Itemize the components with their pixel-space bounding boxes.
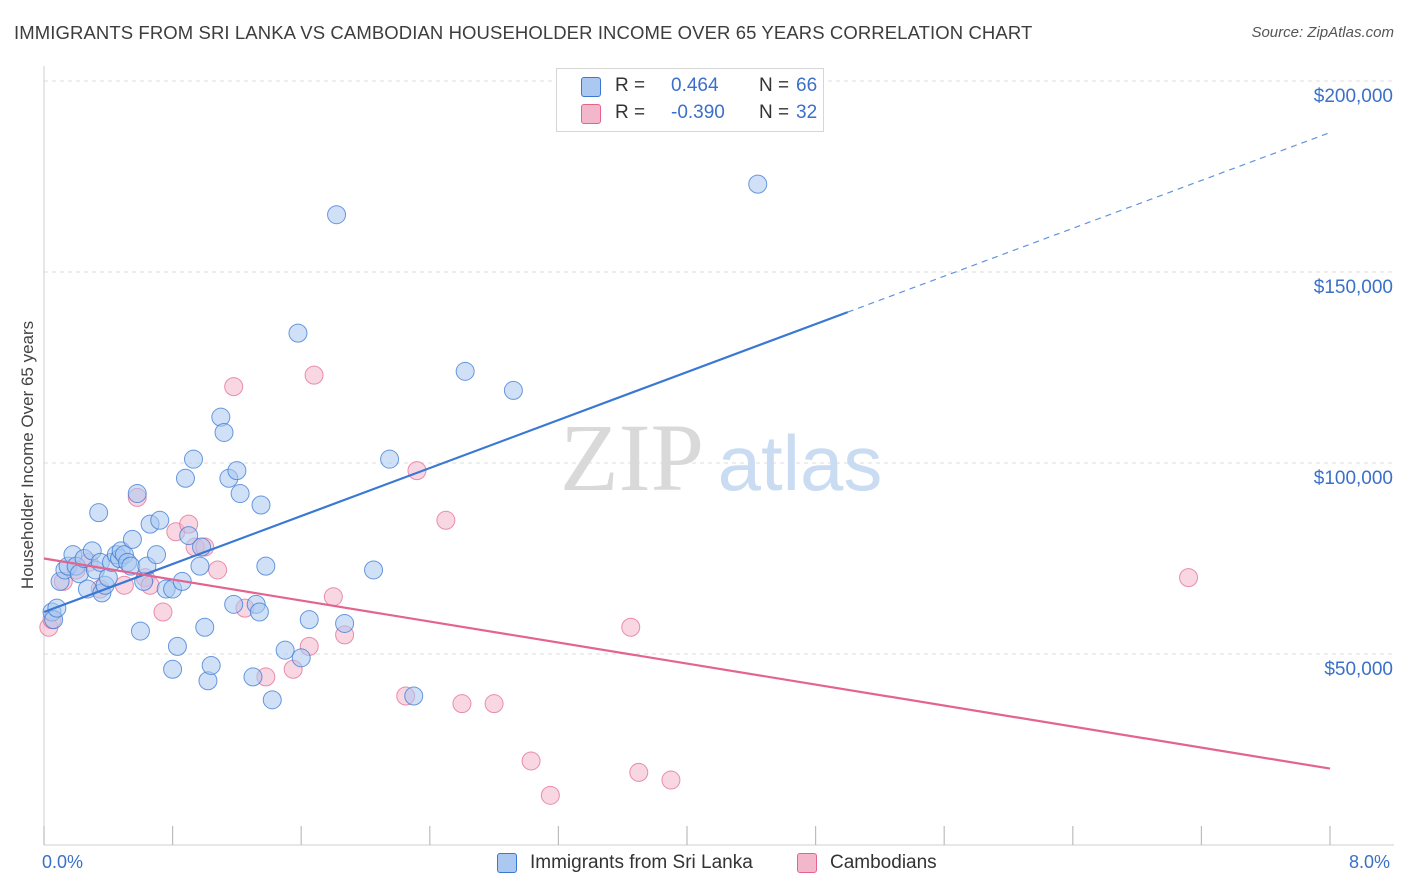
sri-lanka-point <box>380 449 400 469</box>
x-tick-label: 0.0% <box>42 852 84 872</box>
sri-lanka-point <box>227 461 247 481</box>
legend-r-value: -0.390 <box>671 102 725 123</box>
cambodians-point <box>224 377 244 397</box>
sri-lanka-point <box>150 510 170 530</box>
sri-lanka-point <box>299 610 319 630</box>
sri-lanka-point <box>275 640 295 660</box>
sri-lanka-point <box>190 556 210 576</box>
sri-lanka-point <box>748 174 768 194</box>
chart-title: IMMIGRANTS FROM SRI LANKA VS CAMBODIAN H… <box>14 22 1033 43</box>
legend-n-value: 66 <box>796 75 818 96</box>
legend-swatch-blue <box>581 77 601 97</box>
cambodians-point <box>540 785 560 805</box>
sri-lanka-point <box>230 484 250 504</box>
cambodians-point <box>1179 568 1199 588</box>
sri-lanka-point <box>167 636 187 656</box>
legend-swatch-pink <box>581 104 601 124</box>
legend-r-value: 0.464 <box>671 75 719 96</box>
grid-lines <box>44 80 1394 655</box>
sri-lanka-point <box>262 690 282 710</box>
x-tick-label: 8.0% <box>1349 852 1391 872</box>
cambodians-point <box>661 770 681 790</box>
sri-lanka-point <box>179 526 199 546</box>
cambodians-point <box>484 694 504 714</box>
y-tick-label: $200,000 <box>1313 86 1393 107</box>
cambodians-point <box>153 602 173 622</box>
legend-n-value: 32 <box>796 102 818 123</box>
sri-lanka-point <box>404 686 424 706</box>
sri-lanka-point <box>224 594 244 614</box>
sri-lanka-point <box>122 529 142 549</box>
watermark: ZIP atlas <box>560 404 882 511</box>
cambodians-point <box>208 560 228 580</box>
y-axis-label: Householder Income Over 65 years <box>18 320 37 590</box>
sri-lanka-point <box>364 560 384 580</box>
y-tick-label: $150,000 <box>1313 277 1393 298</box>
bottom-legend-swatch-blue <box>497 853 517 873</box>
sri-lanka-point <box>249 602 269 622</box>
sri-lanka-point <box>455 361 475 381</box>
cambodians-point <box>304 365 324 385</box>
sri-lanka-point <box>130 621 150 641</box>
sri-lanka-point <box>147 545 167 565</box>
sri-lanka-point <box>251 495 271 515</box>
cambodians-point <box>323 587 343 607</box>
cambodians-point <box>521 751 541 771</box>
legend-r-label: R = <box>615 75 646 96</box>
bottom-legend-swatch-pink <box>797 853 817 873</box>
cambodians-trend-line <box>43 557 1331 770</box>
sri-lanka-point <box>503 380 523 400</box>
legend-n-label: N = <box>759 102 790 123</box>
sri-lanka-trend-extension <box>847 132 1331 313</box>
legend-n-label: N = <box>759 75 790 96</box>
sri-lanka-point <box>127 484 147 504</box>
sri-lanka-point <box>335 613 355 633</box>
cambodians-point <box>621 617 641 637</box>
bottom-legend-label: Immigrants from Sri Lanka <box>530 852 753 873</box>
sri-lanka-point <box>183 449 203 469</box>
watermark-atlas: atlas <box>718 419 883 507</box>
cambodians-point <box>629 762 649 782</box>
sri-lanka-point <box>256 556 276 576</box>
sri-lanka-point <box>291 648 311 668</box>
watermark-zip: ZIP <box>560 404 704 511</box>
sri-lanka-point <box>288 323 308 343</box>
sri-lanka-point <box>175 468 195 488</box>
legend-r-label: R = <box>615 102 646 123</box>
sri-lanka-point <box>214 422 234 442</box>
series-sri-lanka-points <box>42 174 768 710</box>
chart-source: Source: ZipAtlas.com <box>1251 24 1394 41</box>
sri-lanka-point <box>89 503 109 523</box>
sri-lanka-trend-line <box>43 311 849 614</box>
sri-lanka-point <box>163 659 183 679</box>
sri-lanka-point <box>195 617 215 637</box>
y-tick-label: $50,000 <box>1324 659 1393 680</box>
sri-lanka-point <box>327 205 347 225</box>
sri-lanka-point <box>243 667 263 687</box>
sri-lanka-point <box>201 655 221 675</box>
y-tick-label: $100,000 <box>1313 468 1393 489</box>
cambodians-point <box>436 510 456 530</box>
axes <box>43 66 1394 846</box>
correlation-legend: R = 0.464 N = 66 R = -0.390 N = 32 <box>556 68 824 132</box>
bottom-legend-label: Cambodians <box>830 852 937 873</box>
trend-lines <box>43 132 1331 770</box>
cambodians-point <box>452 694 472 714</box>
